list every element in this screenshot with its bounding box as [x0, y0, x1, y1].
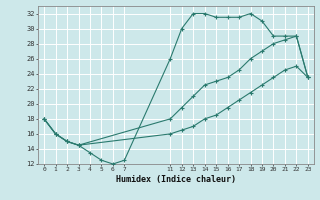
X-axis label: Humidex (Indice chaleur): Humidex (Indice chaleur)	[116, 175, 236, 184]
